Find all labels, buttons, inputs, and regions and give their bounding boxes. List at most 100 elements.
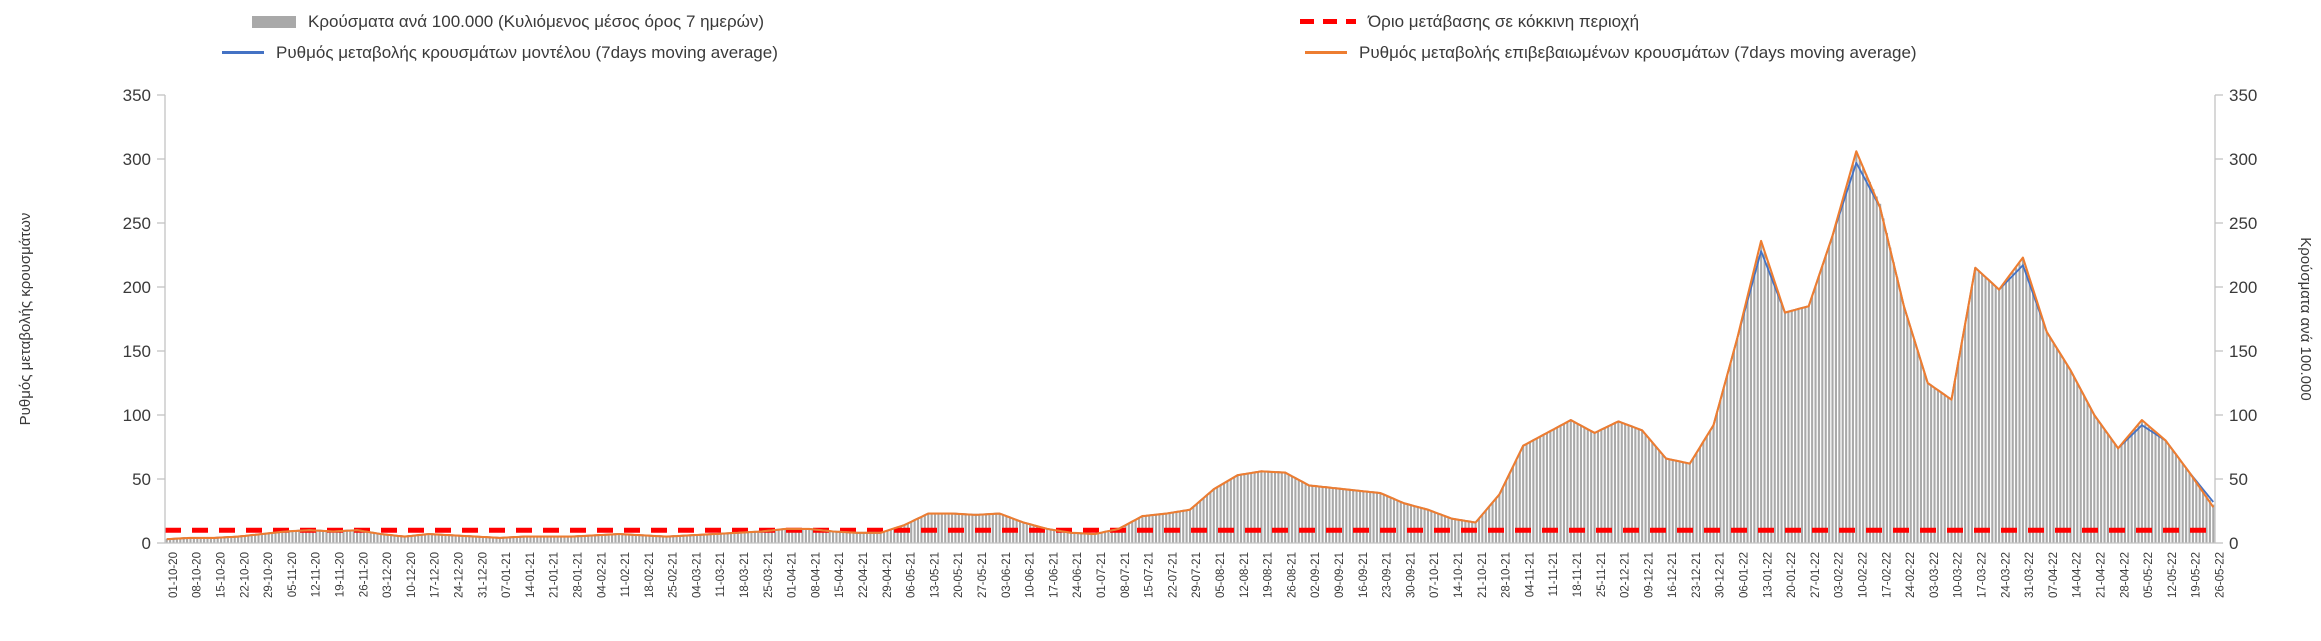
svg-text:19-05-22: 19-05-22	[2191, 552, 2203, 598]
svg-text:29-07-21: 29-07-21	[1191, 552, 1203, 598]
svg-text:22-10-20: 22-10-20	[239, 552, 251, 598]
svg-text:50: 50	[2229, 470, 2248, 489]
svg-text:300: 300	[2229, 150, 2257, 169]
svg-text:17-02-22: 17-02-22	[1881, 552, 1893, 598]
svg-text:05-05-22: 05-05-22	[2143, 552, 2155, 598]
svg-text:20-05-21: 20-05-21	[953, 552, 965, 598]
svg-text:24-03-22: 24-03-22	[2000, 552, 2012, 598]
svg-text:350: 350	[2229, 86, 2257, 105]
svg-text:23-09-21: 23-09-21	[1382, 552, 1394, 598]
svg-text:03-06-21: 03-06-21	[1001, 552, 1013, 598]
svg-text:07-01-21: 07-01-21	[501, 552, 513, 598]
svg-text:12-05-22: 12-05-22	[2167, 552, 2179, 598]
red-dashed-line-swatch	[1300, 19, 1356, 24]
svg-text:11-11-21: 11-11-21	[1548, 552, 1560, 596]
legend-label-cases-per-100k: Κρούσματα ανά 100.000 (Κυλιόμενος μέσος …	[308, 12, 765, 31]
svg-text:21-10-21: 21-10-21	[1477, 552, 1489, 598]
left-axis-title: Ρυθμός μεταβολής κρουσμάτων	[17, 213, 34, 426]
svg-text:26-05-22: 26-05-22	[2215, 552, 2227, 598]
svg-text:08-04-21: 08-04-21	[810, 552, 822, 598]
svg-text:17-03-22: 17-03-22	[1977, 552, 1989, 598]
svg-text:01-04-21: 01-04-21	[787, 552, 799, 598]
legend-item-red-threshold: Όριο μετάβασης σε κόκκινη περιοχή	[1300, 13, 1639, 30]
svg-text:25-11-21: 25-11-21	[1596, 552, 1608, 597]
svg-text:26-08-21: 26-08-21	[1286, 552, 1298, 598]
svg-text:29-04-21: 29-04-21	[882, 552, 894, 598]
svg-text:250: 250	[2229, 214, 2257, 233]
svg-text:30-09-21: 30-09-21	[1405, 552, 1417, 598]
svg-text:03-03-22: 03-03-22	[1929, 552, 1941, 598]
svg-text:100: 100	[2229, 406, 2257, 425]
svg-text:23-12-21: 23-12-21	[1691, 552, 1703, 598]
svg-text:11-02-21: 11-02-21	[620, 552, 632, 597]
svg-text:31-03-22: 31-03-22	[2024, 552, 2036, 598]
svg-text:07-10-21: 07-10-21	[1429, 552, 1441, 598]
svg-text:10-02-22: 10-02-22	[1858, 552, 1870, 598]
bars-series	[165, 152, 2215, 544]
svg-text:15-07-21: 15-07-21	[1144, 552, 1156, 598]
svg-text:09-12-21: 09-12-21	[1643, 552, 1655, 598]
legend-item-cases-per-100k: Κρούσματα ανά 100.000 (Κυλιόμενος μέσος …	[252, 13, 764, 30]
svg-text:06-05-21: 06-05-21	[906, 552, 918, 598]
legend-label-model-rate: Ρυθμός μεταβολής κρουσμάτων μοντέλου (7d…	[276, 43, 778, 62]
svg-text:0: 0	[2229, 534, 2238, 553]
svg-text:06-01-22: 06-01-22	[1739, 552, 1751, 598]
svg-text:20-01-22: 20-01-22	[1786, 552, 1798, 598]
svg-text:15-04-21: 15-04-21	[834, 552, 846, 598]
svg-text:03-02-22: 03-02-22	[1834, 552, 1846, 598]
svg-text:24-06-21: 24-06-21	[1072, 552, 1084, 598]
svg-text:13-05-21: 13-05-21	[929, 552, 941, 598]
svg-text:08-07-21: 08-07-21	[1120, 552, 1132, 598]
orange-line-swatch	[1305, 51, 1347, 54]
svg-text:18-02-21: 18-02-21	[644, 552, 656, 598]
svg-text:150: 150	[2229, 342, 2257, 361]
svg-text:0: 0	[142, 534, 151, 553]
svg-text:31-12-20: 31-12-20	[477, 552, 489, 598]
svg-text:16-09-21: 16-09-21	[1358, 552, 1370, 598]
svg-text:08-10-20: 08-10-20	[192, 552, 204, 598]
svg-text:200: 200	[2229, 278, 2257, 297]
svg-text:05-08-21: 05-08-21	[1215, 552, 1227, 598]
axes	[157, 94, 2223, 544]
svg-text:19-11-20: 19-11-20	[335, 552, 347, 597]
svg-text:200: 200	[123, 278, 151, 297]
svg-text:13-01-22: 13-01-22	[1762, 552, 1774, 598]
svg-text:02-09-21: 02-09-21	[1310, 552, 1322, 598]
svg-text:04-03-21: 04-03-21	[691, 552, 703, 598]
svg-text:21-04-22: 21-04-22	[2096, 552, 2108, 598]
svg-text:27-01-22: 27-01-22	[1810, 552, 1822, 598]
svg-text:09-09-21: 09-09-21	[1334, 552, 1346, 598]
svg-text:04-11-21: 04-11-21	[1524, 552, 1536, 597]
svg-text:28-04-22: 28-04-22	[2119, 552, 2131, 598]
svg-text:01-10-20: 01-10-20	[168, 552, 180, 598]
svg-text:24-02-22: 24-02-22	[1905, 552, 1917, 598]
legend-item-model-rate: Ρυθμός μεταβολής κρουσμάτων μοντέλου (7d…	[222, 44, 778, 61]
svg-text:02-12-21: 02-12-21	[1620, 552, 1632, 598]
legend-label-confirmed-rate: Ρυθμός μεταβολής επιβεβαιωμένων κρουσμάτ…	[1359, 43, 1917, 62]
svg-text:22-04-21: 22-04-21	[858, 552, 870, 598]
svg-text:29-10-20: 29-10-20	[263, 552, 275, 598]
svg-text:04-02-21: 04-02-21	[596, 552, 608, 598]
svg-text:21-01-21: 21-01-21	[549, 552, 561, 598]
svg-text:300: 300	[123, 150, 151, 169]
blue-line-swatch	[222, 51, 264, 54]
svg-text:18-03-21: 18-03-21	[739, 552, 751, 598]
svg-text:07-04-22: 07-04-22	[2048, 552, 2060, 598]
svg-text:17-12-20: 17-12-20	[430, 552, 442, 598]
right-axis-title: Κρούσματα ανά 100.000	[2297, 237, 2314, 400]
svg-text:15-10-20: 15-10-20	[216, 552, 228, 598]
svg-text:14-01-21: 14-01-21	[525, 552, 537, 598]
svg-text:27-05-21: 27-05-21	[977, 552, 989, 598]
svg-text:10-06-21: 10-06-21	[1025, 552, 1037, 598]
legend-item-confirmed-rate: Ρυθμός μεταβολής επιβεβαιωμένων κρουσμάτ…	[1305, 44, 1917, 61]
svg-text:19-08-21: 19-08-21	[1263, 552, 1275, 598]
svg-text:12-08-21: 12-08-21	[1239, 552, 1251, 598]
svg-text:28-10-21: 28-10-21	[1501, 552, 1513, 598]
svg-text:100: 100	[123, 406, 151, 425]
svg-text:10-12-20: 10-12-20	[406, 552, 418, 598]
svg-text:30-12-21: 30-12-21	[1715, 552, 1727, 598]
svg-text:25-03-21: 25-03-21	[763, 552, 775, 598]
svg-text:10-03-22: 10-03-22	[1953, 552, 1965, 598]
